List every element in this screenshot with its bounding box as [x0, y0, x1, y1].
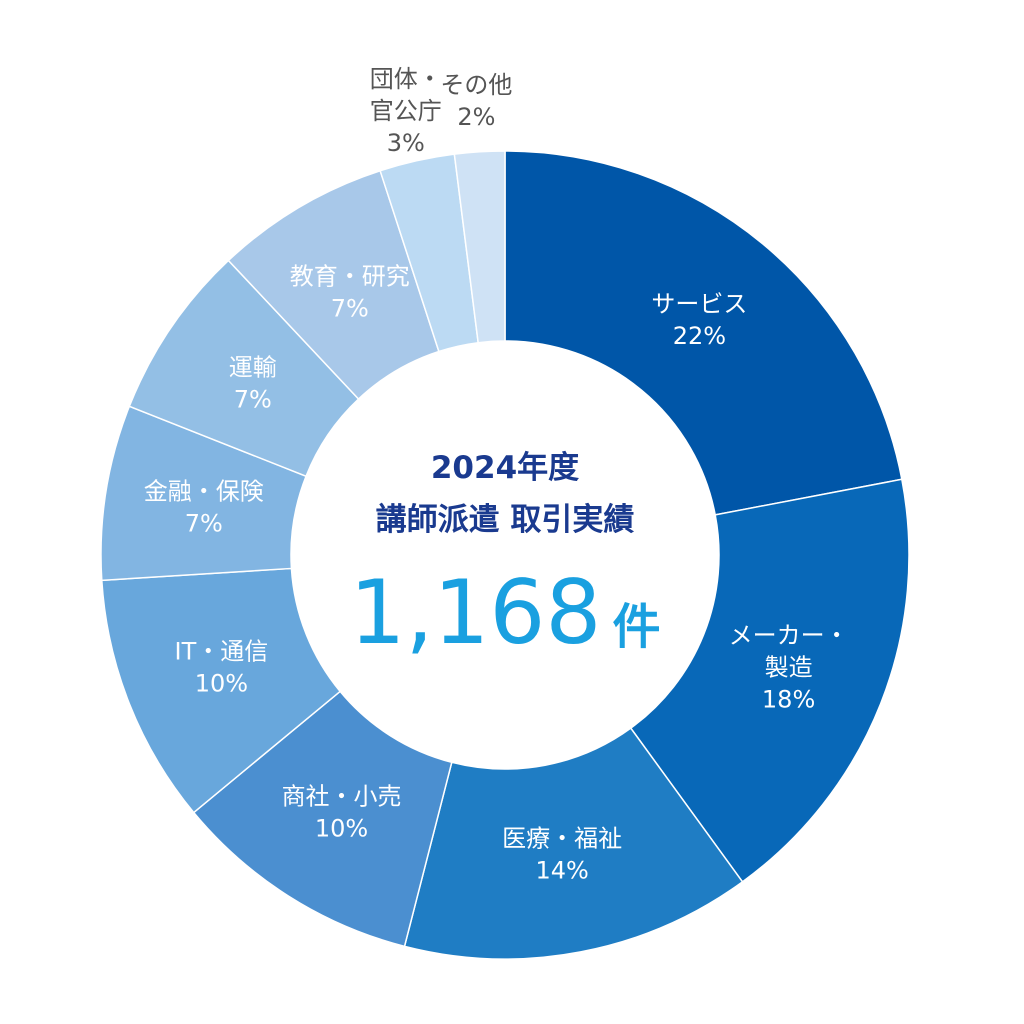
slice-percent: 7% [185, 509, 223, 537]
slice-name: 教育・研究 [290, 262, 410, 290]
slice-name: 金融・保険 [144, 477, 264, 505]
slice-label-7: 運輸 7% [229, 354, 277, 414]
slice-name: 団体・ [370, 65, 442, 93]
slice-name: 官公庁 [370, 97, 442, 125]
slice-name: その他 [440, 71, 512, 99]
slice-percent: 10% [195, 669, 248, 697]
slice-name: 医療・福祉 [502, 825, 622, 853]
slice-labels: サービス 22% メーカー・製造 18% 医療・福祉 14% 商社・小売 10% IT・通信 10… [144, 65, 849, 885]
center-total-unit: 件 [613, 599, 661, 655]
slice-percent: 14% [535, 857, 588, 885]
slice-name: メーカー・ [729, 621, 849, 649]
slice-percent: 3% [387, 129, 425, 157]
slice-percent: 18% [762, 685, 815, 713]
slice-label-6: 金融・保険 7% [144, 477, 264, 537]
slice-name: サービス [651, 290, 747, 318]
donut-slices [100, 150, 910, 960]
slice-label-5: IT・通信 10% [175, 637, 269, 697]
center-title-year: 2024年度 [431, 450, 579, 486]
slice-percent: 7% [331, 294, 369, 322]
slice-label-4: 商社・小売 10% [282, 783, 402, 843]
slice-label-8: 教育・研究 7% [290, 262, 410, 322]
center-total: 1,168 件 [349, 561, 660, 664]
slice-label-3: 医療・福祉 14% [502, 825, 622, 885]
slice-name: IT・通信 [175, 637, 269, 665]
slice-percent: 10% [315, 815, 368, 843]
slice-label-10: その他 2% [440, 71, 512, 131]
slice-name: 運輸 [229, 354, 277, 382]
center-total-number: 1,168 [349, 561, 601, 664]
slice-percent: 7% [234, 386, 272, 414]
slice-label-1: サービス 22% [651, 290, 747, 350]
slice-name: 製造 [765, 653, 813, 681]
slice-label-2: メーカー・製造 18% [729, 621, 849, 713]
slice-percent: 2% [457, 103, 495, 131]
donut-hole [291, 341, 719, 769]
slice-percent: 22% [673, 322, 726, 350]
slice-label-9: 団体・官公庁 3% [370, 65, 442, 157]
slice-name: 商社・小売 [282, 783, 402, 811]
center-title-main: 講師派遣 取引実績 [376, 502, 635, 538]
